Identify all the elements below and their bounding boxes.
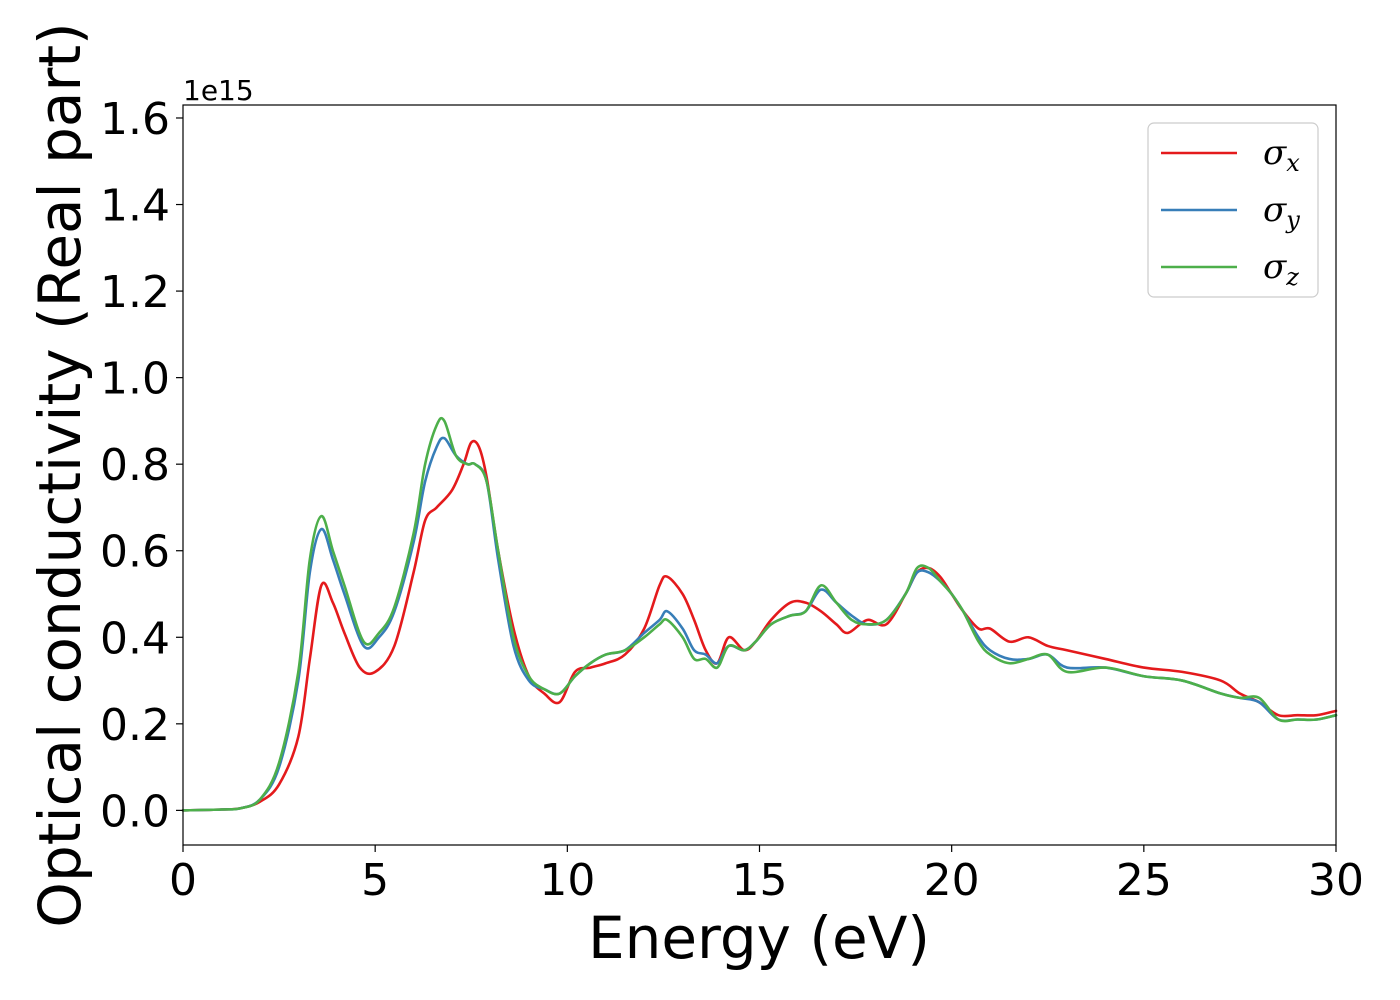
x-tick-label: 15 — [732, 855, 788, 906]
y-tick-label: 1.2 — [100, 267, 170, 318]
y-tick-label: 0.8 — [100, 440, 170, 491]
y-tick-label: 1.6 — [100, 94, 170, 145]
legend-label-y: σy — [1263, 190, 1300, 234]
y-axis-label: Optical conductivity (Real part) — [26, 22, 94, 927]
y-tick-label: 0.6 — [100, 527, 170, 578]
x-tick-label: 5 — [361, 855, 389, 906]
plot-background — [183, 105, 1336, 845]
x-tick-label: 25 — [1116, 855, 1172, 906]
x-tick-label: 10 — [539, 855, 595, 906]
y-tick-label: 1.0 — [100, 354, 170, 405]
legend: σx σy σz — [1147, 122, 1319, 298]
y-axis: 0.0 0.2 0.4 0.6 0.8 1.0 1.2 1.4 1.6 — [100, 94, 183, 837]
x-axis: 0 5 10 15 20 25 30 — [169, 845, 1364, 906]
y-tick-label: 0.0 — [100, 786, 170, 837]
x-tick-label: 20 — [924, 855, 980, 906]
series-layer — [181, 416, 1338, 812]
y-tick-label: 0.4 — [100, 613, 170, 664]
y-tick-label: 1.4 — [100, 181, 170, 232]
x-axis-label: Energy (eV) — [588, 904, 930, 972]
y-offset-label: 1e15 — [183, 74, 254, 107]
legend-label-z: σz — [1263, 247, 1299, 291]
y-tick-label: 0.2 — [100, 700, 170, 751]
x-tick-label: 0 — [169, 855, 197, 906]
series-line-x — [181, 439, 1338, 812]
legend-label-x: σx — [1263, 133, 1300, 177]
x-tick-label: 30 — [1308, 855, 1364, 906]
series-line-z — [181, 416, 1338, 812]
